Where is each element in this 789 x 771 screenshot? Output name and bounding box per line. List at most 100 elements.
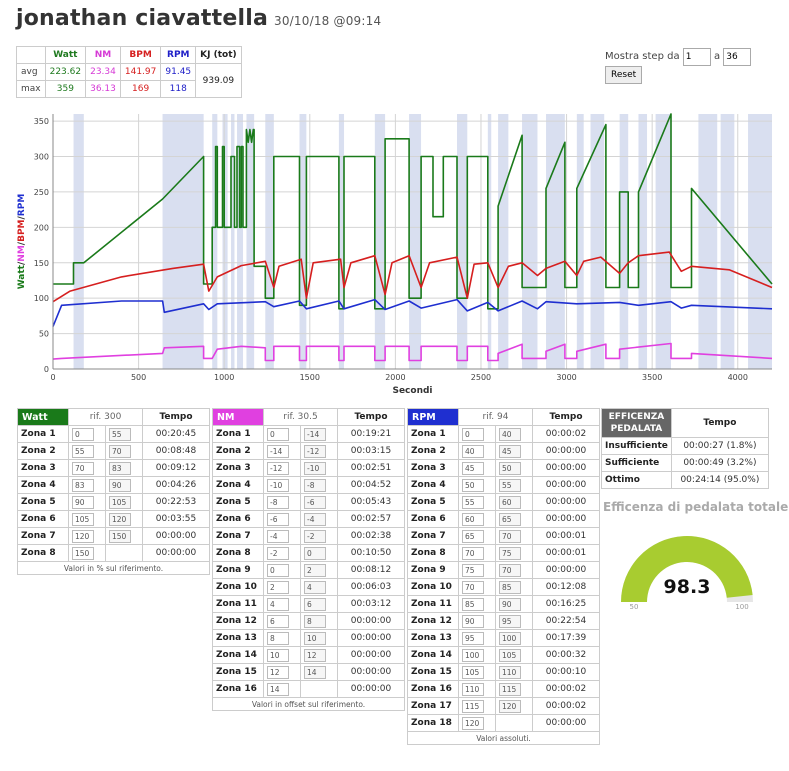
zone-min-input[interactable]: 40: [462, 444, 484, 458]
zone-max-input[interactable]: 110: [499, 665, 521, 679]
zone-time: 00:02:38: [337, 527, 405, 545]
zone-min-input[interactable]: 120: [462, 716, 484, 730]
zone-time: 00:22:54: [532, 612, 600, 630]
zone-min-input[interactable]: 90: [72, 495, 94, 509]
zone-min-input[interactable]: 115: [462, 699, 484, 713]
zone-min-input[interactable]: 12: [267, 665, 289, 679]
zone-max-input[interactable]: 0: [304, 546, 326, 560]
zone-min-input[interactable]: 105: [462, 665, 484, 679]
zone-min-input[interactable]: 70: [462, 546, 484, 560]
zone-max-input[interactable]: 10: [304, 631, 326, 645]
zone-max-input[interactable]: 40: [499, 427, 521, 441]
zone-max-input[interactable]: 120: [109, 512, 131, 526]
zone-row: Zona 4 50 55 00:00:00: [407, 476, 600, 494]
zone-min-input[interactable]: 65: [462, 529, 484, 543]
zone-max-input[interactable]: 83: [109, 461, 131, 475]
zone-min-input[interactable]: -4: [267, 529, 289, 543]
zone-min-input[interactable]: 0: [462, 427, 484, 441]
zone-row: Zona 8 -2 0 00:10:50: [212, 544, 405, 562]
zone-min-input[interactable]: 50: [462, 478, 484, 492]
zone-min-input[interactable]: 0: [267, 427, 289, 441]
zone-max-input[interactable]: 105: [109, 495, 131, 509]
step-from-input[interactable]: [682, 48, 711, 66]
zone-row: Zona 10 70 85 00:12:08: [407, 578, 600, 596]
efficiency-label-sufficient: Sufficiente: [601, 454, 672, 472]
zone-min-input[interactable]: 90: [462, 614, 484, 628]
zone-max-input[interactable]: 50: [499, 461, 521, 475]
zone-max-input[interactable]: -6: [304, 495, 326, 509]
zone-min-input[interactable]: 14: [267, 682, 289, 696]
reset-button[interactable]: Reset: [605, 66, 643, 84]
zone-min-input[interactable]: 60: [462, 512, 484, 526]
zone-min-input[interactable]: 100: [462, 648, 484, 662]
zone-min-input[interactable]: 4: [267, 597, 289, 611]
y-axis-label: Watt/NM/BPM/RPM: [17, 194, 27, 290]
zone-max-input[interactable]: -8: [304, 478, 326, 492]
zone-max-input[interactable]: 12: [304, 648, 326, 662]
zone-min-input[interactable]: 75: [462, 563, 484, 577]
zone-max-input[interactable]: 8: [304, 614, 326, 628]
zone-max-input[interactable]: -2: [304, 529, 326, 543]
zone-min-input[interactable]: 150: [72, 546, 94, 560]
zone-max-input[interactable]: 90: [109, 478, 131, 492]
zone-min-input[interactable]: 6: [267, 614, 289, 628]
zone-min-input[interactable]: 45: [462, 461, 484, 475]
zone-max-input[interactable]: 75: [499, 546, 521, 560]
zone-row: Zona 6 60 65 00:00:00: [407, 510, 600, 528]
zone-max-input[interactable]: 100: [499, 631, 521, 645]
zone-min-input[interactable]: 120: [72, 529, 94, 543]
zone-label: Zona 4: [17, 476, 69, 494]
zone-max-input[interactable]: 150: [109, 529, 131, 543]
zone-max-input[interactable]: 2: [304, 563, 326, 577]
zone-max-input[interactable]: 55: [499, 478, 521, 492]
zone-min-input[interactable]: 0: [267, 563, 289, 577]
efficiency-gauge: 98.3 50 100: [621, 535, 753, 611]
zone-max-input[interactable]: 95: [499, 614, 521, 628]
zone-max-input[interactable]: 45: [499, 444, 521, 458]
zone-max-input[interactable]: 90: [499, 597, 521, 611]
zone-min-input[interactable]: 105: [72, 512, 94, 526]
zone-min-input[interactable]: 0: [72, 427, 94, 441]
zone-time: 00:10:50: [337, 544, 405, 562]
zone-max-input[interactable]: 70: [499, 563, 521, 577]
zone-label: Zona 7: [407, 527, 459, 545]
zone-max-input[interactable]: 65: [499, 512, 521, 526]
zone-min-input[interactable]: 110: [462, 682, 484, 696]
zone-min-input[interactable]: 85: [462, 597, 484, 611]
zone-min-input[interactable]: 83: [72, 478, 94, 492]
zone-max-input[interactable]: 60: [499, 495, 521, 509]
zone-max-input[interactable]: -4: [304, 512, 326, 526]
zone-max-input[interactable]: 105: [499, 648, 521, 662]
zone-min-input[interactable]: 70: [72, 461, 94, 475]
zone-max-input[interactable]: 85: [499, 580, 521, 594]
zone-min-input[interactable]: -8: [267, 495, 289, 509]
zone-min-input[interactable]: -14: [267, 444, 289, 458]
zone-min-input[interactable]: -10: [267, 478, 289, 492]
zone-min-input[interactable]: 10: [267, 648, 289, 662]
zone-label: Zona 2: [17, 442, 69, 460]
zone-min-input[interactable]: -6: [267, 512, 289, 526]
zone-max-input[interactable]: -12: [304, 444, 326, 458]
zone-max-input[interactable]: 115: [499, 682, 521, 696]
zone-min-input[interactable]: 70: [462, 580, 484, 594]
zone-max-input[interactable]: 120: [499, 699, 521, 713]
zone-min-input[interactable]: -12: [267, 461, 289, 475]
zone-row: Zona 3 45 50 00:00:00: [407, 459, 600, 477]
zone-max-input[interactable]: 70: [109, 444, 131, 458]
zone-max-input[interactable]: 14: [304, 665, 326, 679]
zone-min-input[interactable]: 55: [462, 495, 484, 509]
zone-min-input[interactable]: 95: [462, 631, 484, 645]
zone-max-input[interactable]: 55: [109, 427, 131, 441]
step-to-input[interactable]: [723, 48, 752, 66]
zone-max-input[interactable]: 70: [499, 529, 521, 543]
zone-max-input[interactable]: 6: [304, 597, 326, 611]
zone-max-input[interactable]: 4: [304, 580, 326, 594]
zone-row: Zona 16 110 115 00:00:02: [407, 680, 600, 698]
step-band: [265, 114, 274, 369]
zone-max-input[interactable]: -10: [304, 461, 326, 475]
zone-min-input[interactable]: 55: [72, 444, 94, 458]
zone-min-input[interactable]: 2: [267, 580, 289, 594]
zone-max-input[interactable]: -14: [304, 427, 326, 441]
zone-min-input[interactable]: 8: [267, 631, 289, 645]
zone-min-input[interactable]: -2: [267, 546, 289, 560]
